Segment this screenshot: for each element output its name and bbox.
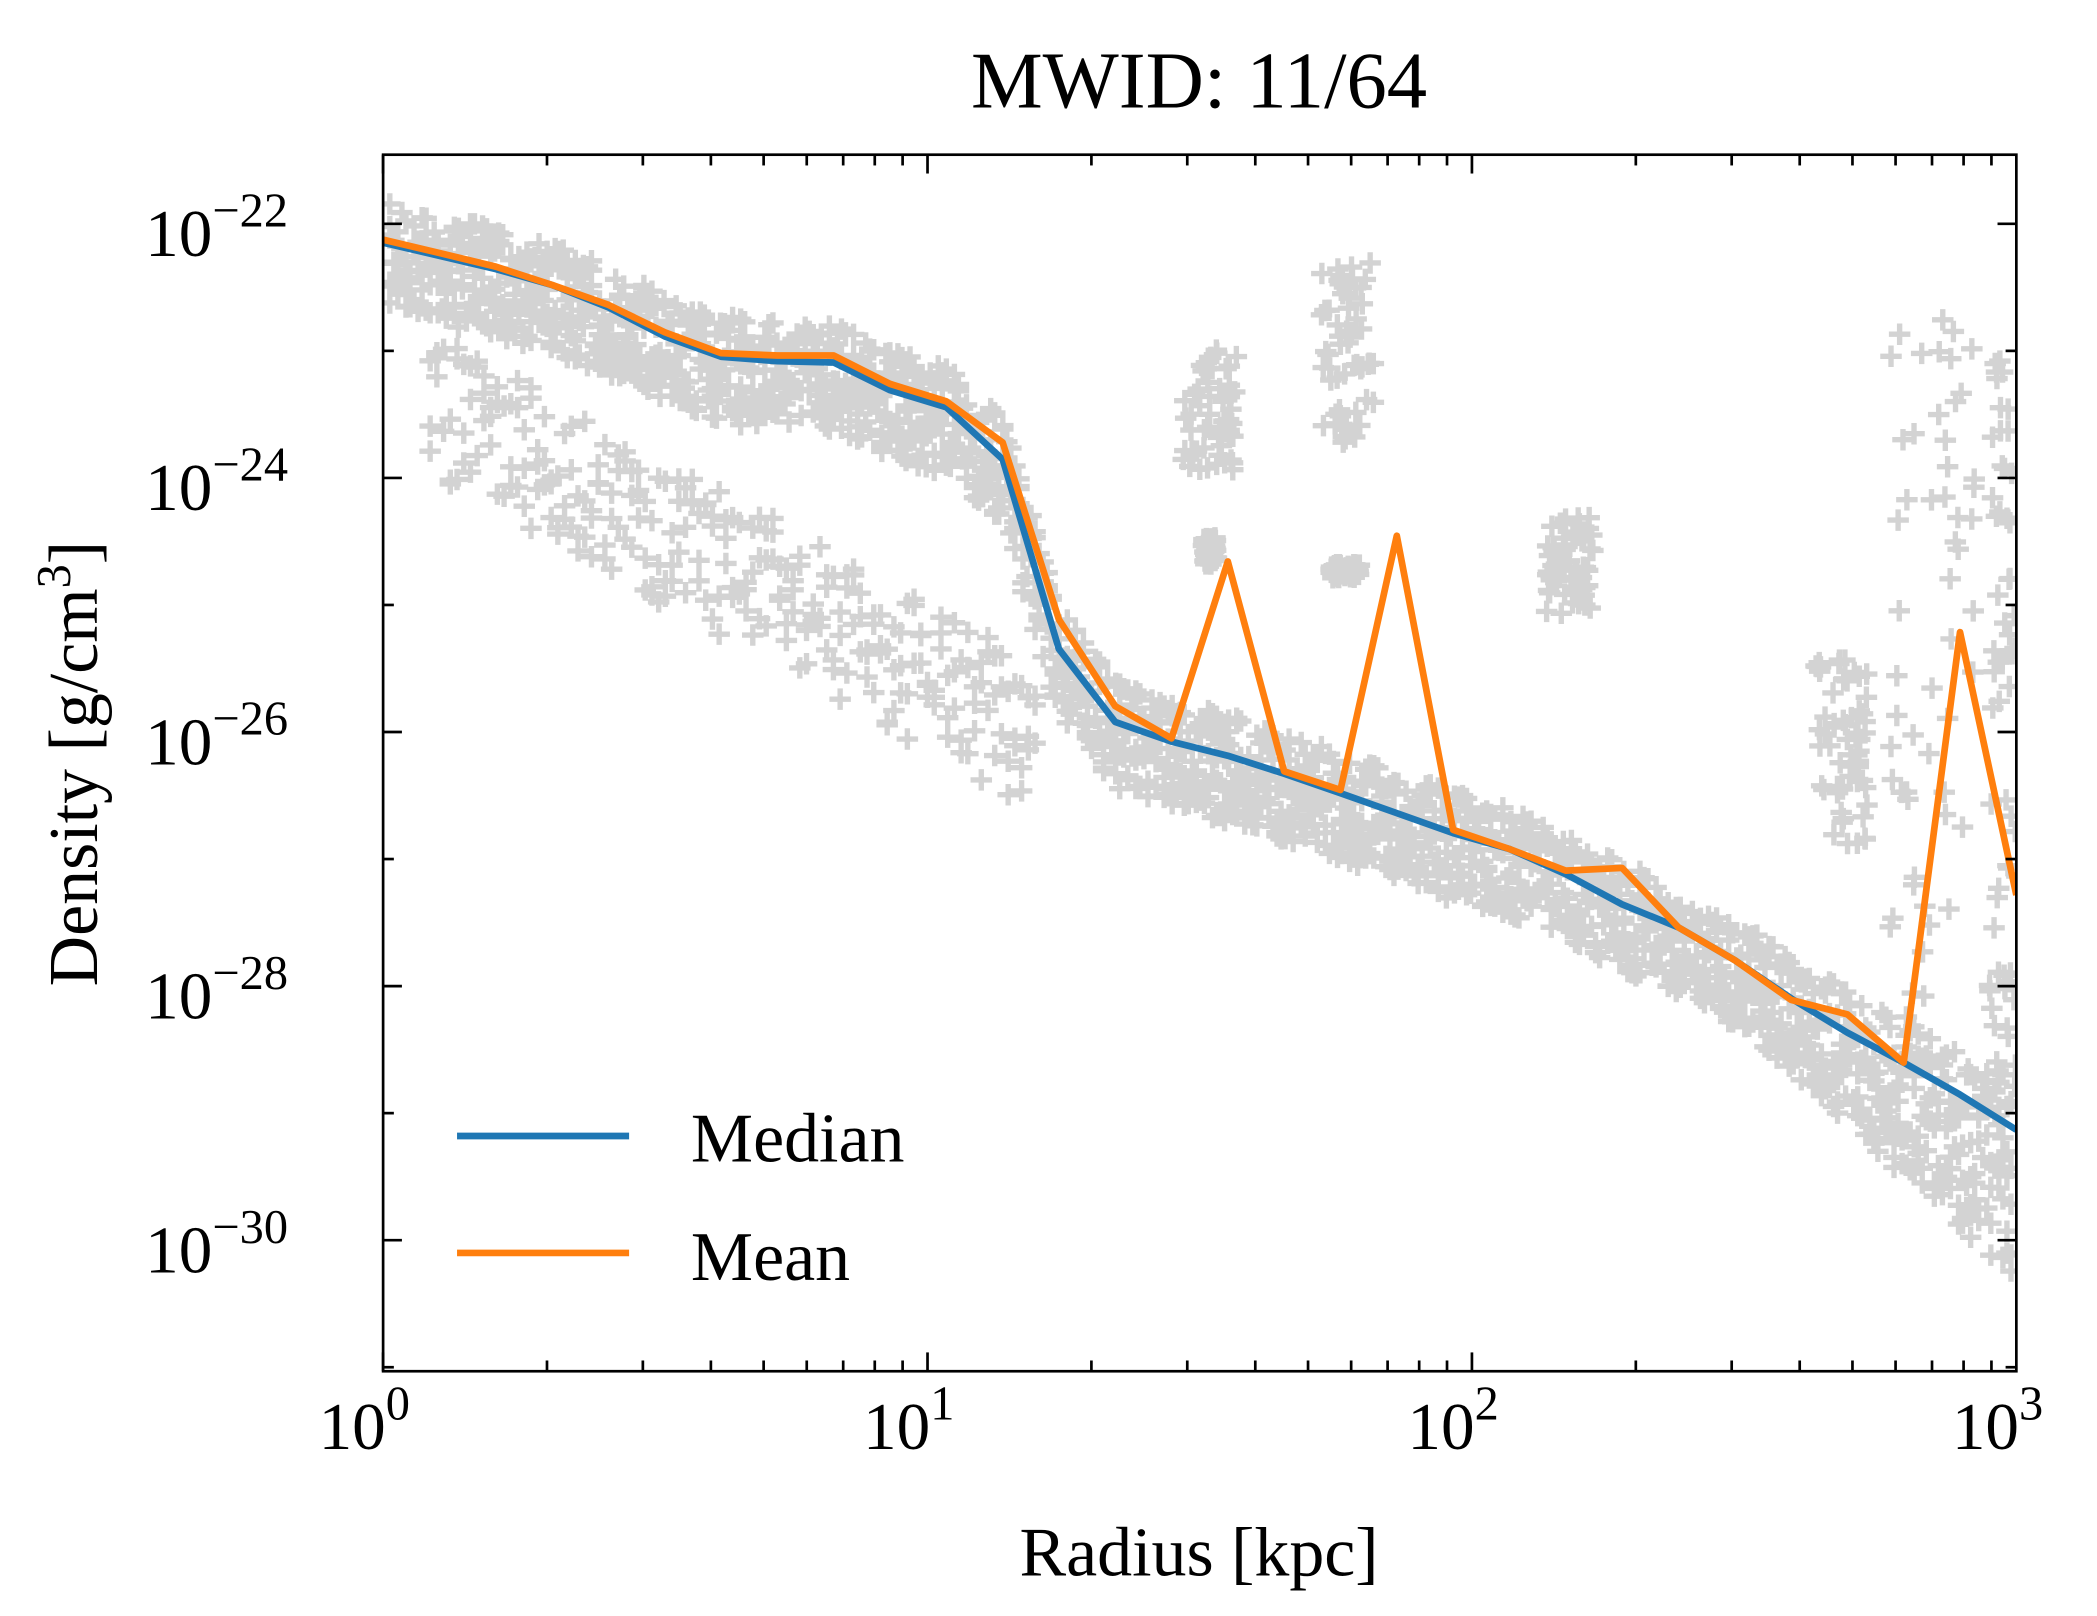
tick-exponent: 0 bbox=[386, 1378, 410, 1431]
legend-mean-label: Mean bbox=[691, 1219, 850, 1296]
tick-base: 10 bbox=[145, 450, 212, 525]
scatter-marker bbox=[383, 193, 2017, 1282]
legend-median-label: Median bbox=[691, 1101, 905, 1178]
x-tick-label: 101 bbox=[863, 1378, 954, 1465]
tick-base: 10 bbox=[1407, 1389, 1474, 1464]
tick-exponent: −24 bbox=[212, 439, 288, 492]
plot-frame bbox=[381, 153, 2018, 1373]
tick-base: 10 bbox=[863, 1389, 930, 1464]
tick-exponent: −30 bbox=[212, 1201, 288, 1254]
y-axis-label: Density [g/cm3] bbox=[28, 541, 113, 986]
tick-exponent: −22 bbox=[212, 185, 288, 238]
tick-base: 10 bbox=[145, 1212, 212, 1287]
y-label-main: Density [g/cm bbox=[36, 588, 113, 986]
tick-exponent: −28 bbox=[212, 947, 288, 1000]
y-label-end: ] bbox=[36, 541, 113, 564]
tick-base: 10 bbox=[145, 958, 212, 1033]
y-tick-label: 10−26 bbox=[145, 693, 288, 780]
x-tick-label: 103 bbox=[1952, 1378, 2043, 1465]
lines-layer bbox=[383, 236, 2017, 1133]
tick-exponent: −26 bbox=[212, 693, 288, 746]
y-tick-label: 10−30 bbox=[145, 1201, 288, 1288]
chart-title: MWID: 11/64 bbox=[971, 37, 1427, 126]
tick-base: 10 bbox=[145, 196, 212, 271]
y-tick-label: 10−24 bbox=[145, 439, 288, 526]
tick-base: 10 bbox=[319, 1389, 386, 1464]
y-label-sup: 3 bbox=[28, 564, 81, 588]
tick-exponent: 1 bbox=[930, 1378, 954, 1431]
series-line-mean bbox=[383, 236, 2017, 1066]
tick-base: 10 bbox=[145, 704, 212, 779]
x-tick-label: 100 bbox=[319, 1378, 410, 1465]
y-tick-label: 10−28 bbox=[145, 947, 288, 1034]
tick-base: 10 bbox=[1952, 1389, 2019, 1464]
ticks-layer bbox=[381, 154, 2017, 1372]
x-axis-label: Radius [kpc] bbox=[1020, 1515, 1379, 1592]
y-tick-label: 10−22 bbox=[145, 185, 288, 272]
tick-exponent: 3 bbox=[2019, 1378, 2043, 1431]
x-tick-label: 102 bbox=[1407, 1378, 1498, 1465]
tick-exponent: 2 bbox=[1475, 1378, 1499, 1431]
scatter-layer bbox=[383, 193, 2017, 1282]
legend: Median Mean bbox=[457, 1101, 904, 1296]
